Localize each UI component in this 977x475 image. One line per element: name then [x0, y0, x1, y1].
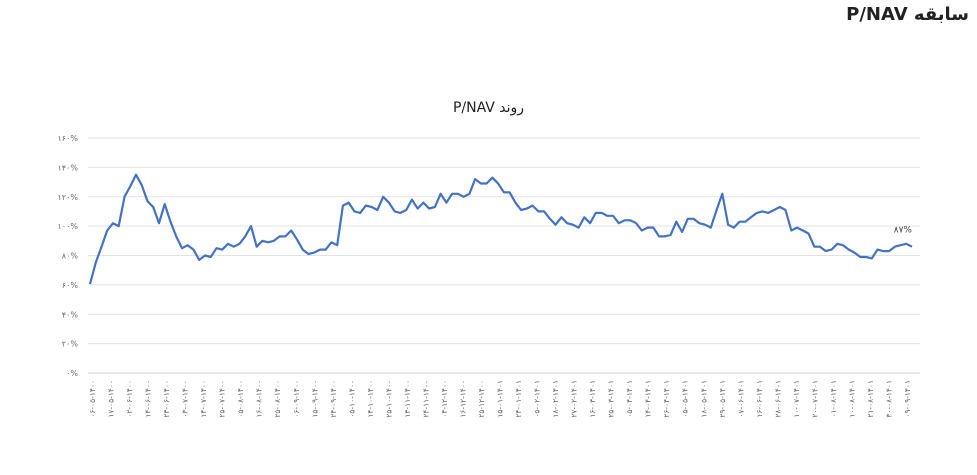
x-tick-label: ۰۱-۰۸-۱۴۰۱ [829, 380, 838, 418]
x-tick-label: ۰۵-۱۰-۱۴۰۰ [347, 380, 356, 418]
y-tick-label: ۲۰% [62, 340, 79, 349]
x-tick-label: ۰۶-۰۵-۱۴۰۰ [88, 380, 97, 418]
x-tick-label: ۰۳-۰۷-۱۴۰۰ [181, 380, 190, 418]
x-tick-label: ۲۴-۱۱-۱۴۰۰ [421, 380, 430, 418]
page-title: سابقه P/NAV [846, 4, 969, 25]
x-tick-label: ۱۶-۱۲-۱۴۰۰ [458, 380, 467, 418]
x-tick-label: ۲۶-۰۴-۱۴۰۱ [662, 380, 671, 418]
x-tick-label: ۱۵-۰۱-۱۴۰۱ [496, 380, 505, 418]
x-tick-label: ۱۴-۰۴-۱۴۰۱ [644, 380, 653, 418]
x-tick-label: ۰۷-۰۶-۱۴۰۱ [736, 380, 745, 418]
x-tick-label: ۱۳-۱۱-۱۴۰۰ [403, 380, 412, 418]
x-tick-label: ۰۵-۰۲-۱۴۰۱ [533, 380, 542, 418]
x-tick-label: ۱۸-۰۲-۱۴۰۱ [551, 380, 560, 418]
y-tick-label: ۶۰% [62, 281, 79, 290]
x-tick-label: ۱۰-۰۸-۱۴۰۱ [847, 380, 856, 418]
x-tick-label: ۱۴-۰۷-۱۴۰۰ [199, 380, 208, 418]
x-tick-label: ۱۷-۰۵-۱۴۰۰ [107, 380, 116, 418]
chart-title: روند P/NAV [452, 100, 525, 116]
x-tick-label: ۱۶-۰۸-۱۴۰۰ [255, 380, 264, 418]
y-tick-label: ۱۰۰% [58, 222, 79, 231]
x-tick-label: ۰۹-۰۹-۱۴۰۱ [903, 380, 912, 418]
y-tick-label: ۱۴۰% [58, 163, 79, 172]
x-tick-label: ۱۶-۰۳-۱۴۰۱ [588, 380, 597, 418]
x-tick-label: ۲۴-۰۹-۱۴۰۰ [329, 380, 338, 418]
x-tick-label: ۱۸-۰۵-۱۴۰۱ [699, 380, 708, 418]
x-tick-label: ۲۵-۰۷-۱۴۰۰ [218, 380, 227, 418]
x-tick-label: ۲۵-۰۳-۱۴۰۱ [607, 380, 616, 418]
y-tick-label: ۰% [66, 369, 78, 378]
x-tick-label: ۲۰-۰۷-۱۴۰۱ [810, 380, 819, 418]
y-tick-label: ۱۲۰% [58, 193, 79, 202]
x-tick-label: ۱۵-۰۹-۱۴۰۰ [310, 380, 319, 418]
x-tick-label: ۱۴-۰۶-۱۴۰۰ [144, 380, 153, 418]
x-tick-label: ۱۶-۰۶-۱۴۰۱ [755, 380, 764, 418]
x-tick-label: ۰۵-۰۸-۱۴۰۰ [236, 380, 245, 418]
x-tick-label: ۲۴-۰۱-۱۴۰۱ [514, 380, 523, 418]
y-tick-label: ۱۶۰% [58, 134, 79, 143]
x-tick-label: ۲۸-۰۶-۱۴۰۱ [773, 380, 782, 418]
x-tick-label: ۰۵-۰۴-۱۴۰۱ [625, 380, 634, 418]
x-tick-label: ۰۶-۰۹-۱۴۰۰ [292, 380, 301, 418]
x-tick-label: ۲۳-۰۶-۱۴۰۰ [162, 380, 171, 418]
x-tick-label: ۳۰-۰۸-۱۴۰۱ [884, 380, 893, 418]
x-tick-label: ۲۱-۰۸-۱۴۰۱ [866, 380, 875, 418]
x-tick-label: ۲۹-۰۵-۱۴۰۱ [718, 380, 727, 418]
x-tick-label: ۱۰-۰۷-۱۴۰۱ [792, 380, 801, 418]
x-tick-label: ۰۴-۱۲-۱۴۰۰ [440, 380, 449, 418]
pnav-series-line [88, 173, 913, 285]
y-tick-label: ۸۰% [62, 252, 79, 261]
x-tick-label: ۰۲-۰۶-۱۴۰۰ [125, 380, 134, 418]
x-tick-label: ۲۵-۱۰-۱۴۰۰ [384, 380, 393, 418]
x-tick-label: ۰۵-۰۵-۱۴۰۱ [681, 380, 690, 418]
x-tick-label: ۱۴-۱۰-۱۴۰۰ [366, 380, 375, 418]
x-tick-label: ۲۵-۱۲-۱۴۰۰ [477, 380, 486, 418]
y-tick-label: ۴۰% [62, 310, 79, 319]
last-value-label: ۸۷% [894, 226, 913, 236]
x-tick-label: ۲۷-۰۲-۱۴۰۱ [570, 380, 579, 418]
x-tick-label: ۲۵-۰۸-۱۴۰۰ [273, 380, 282, 418]
